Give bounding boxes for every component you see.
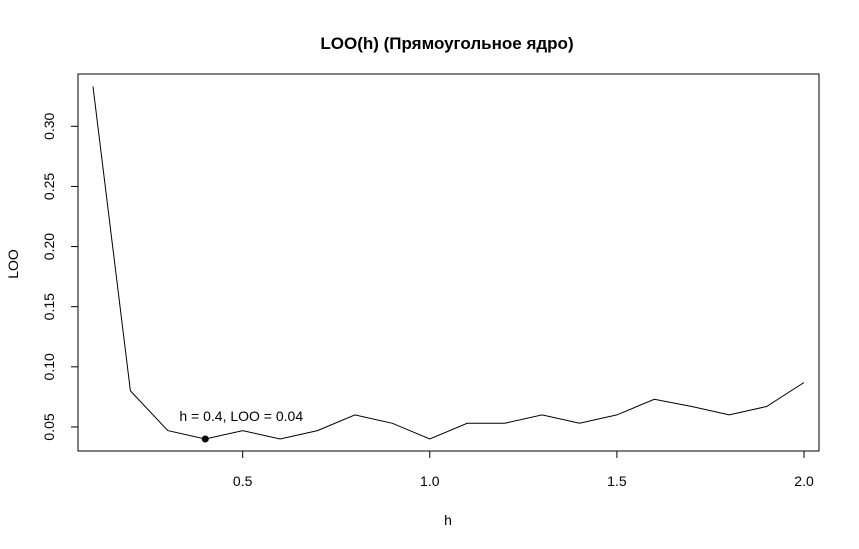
x-tick-label: 1.0 xyxy=(420,473,440,489)
chart-title: LOO(h) (Прямоугольное ядро) xyxy=(320,34,573,53)
plot-frame xyxy=(77,73,820,452)
y-tick-label: 0.10 xyxy=(41,353,57,380)
minimum-annotation: h = 0.4, LOO = 0.04 xyxy=(179,408,303,424)
minimum-point xyxy=(201,435,209,443)
y-tick-label: 0.25 xyxy=(41,173,57,200)
y-tick-label: 0.20 xyxy=(41,233,57,260)
y-tick-label: 0.05 xyxy=(41,413,57,440)
loo-series-line xyxy=(92,86,805,440)
y-axis: 0.05 0.10 0.15 0.20 0.25 0.30 xyxy=(41,112,78,441)
y-tick-label: 0.30 xyxy=(41,112,57,139)
y-axis-label: LOO xyxy=(5,249,21,279)
x-tick-label: 1.5 xyxy=(607,473,627,489)
x-tick-label: 2.0 xyxy=(794,473,814,489)
y-tick-label: 0.15 xyxy=(41,293,57,320)
x-axis-label: h xyxy=(444,512,452,528)
x-axis: 0.5 1.0 1.5 2.0 xyxy=(233,451,814,489)
x-tick-label: 0.5 xyxy=(233,473,253,489)
